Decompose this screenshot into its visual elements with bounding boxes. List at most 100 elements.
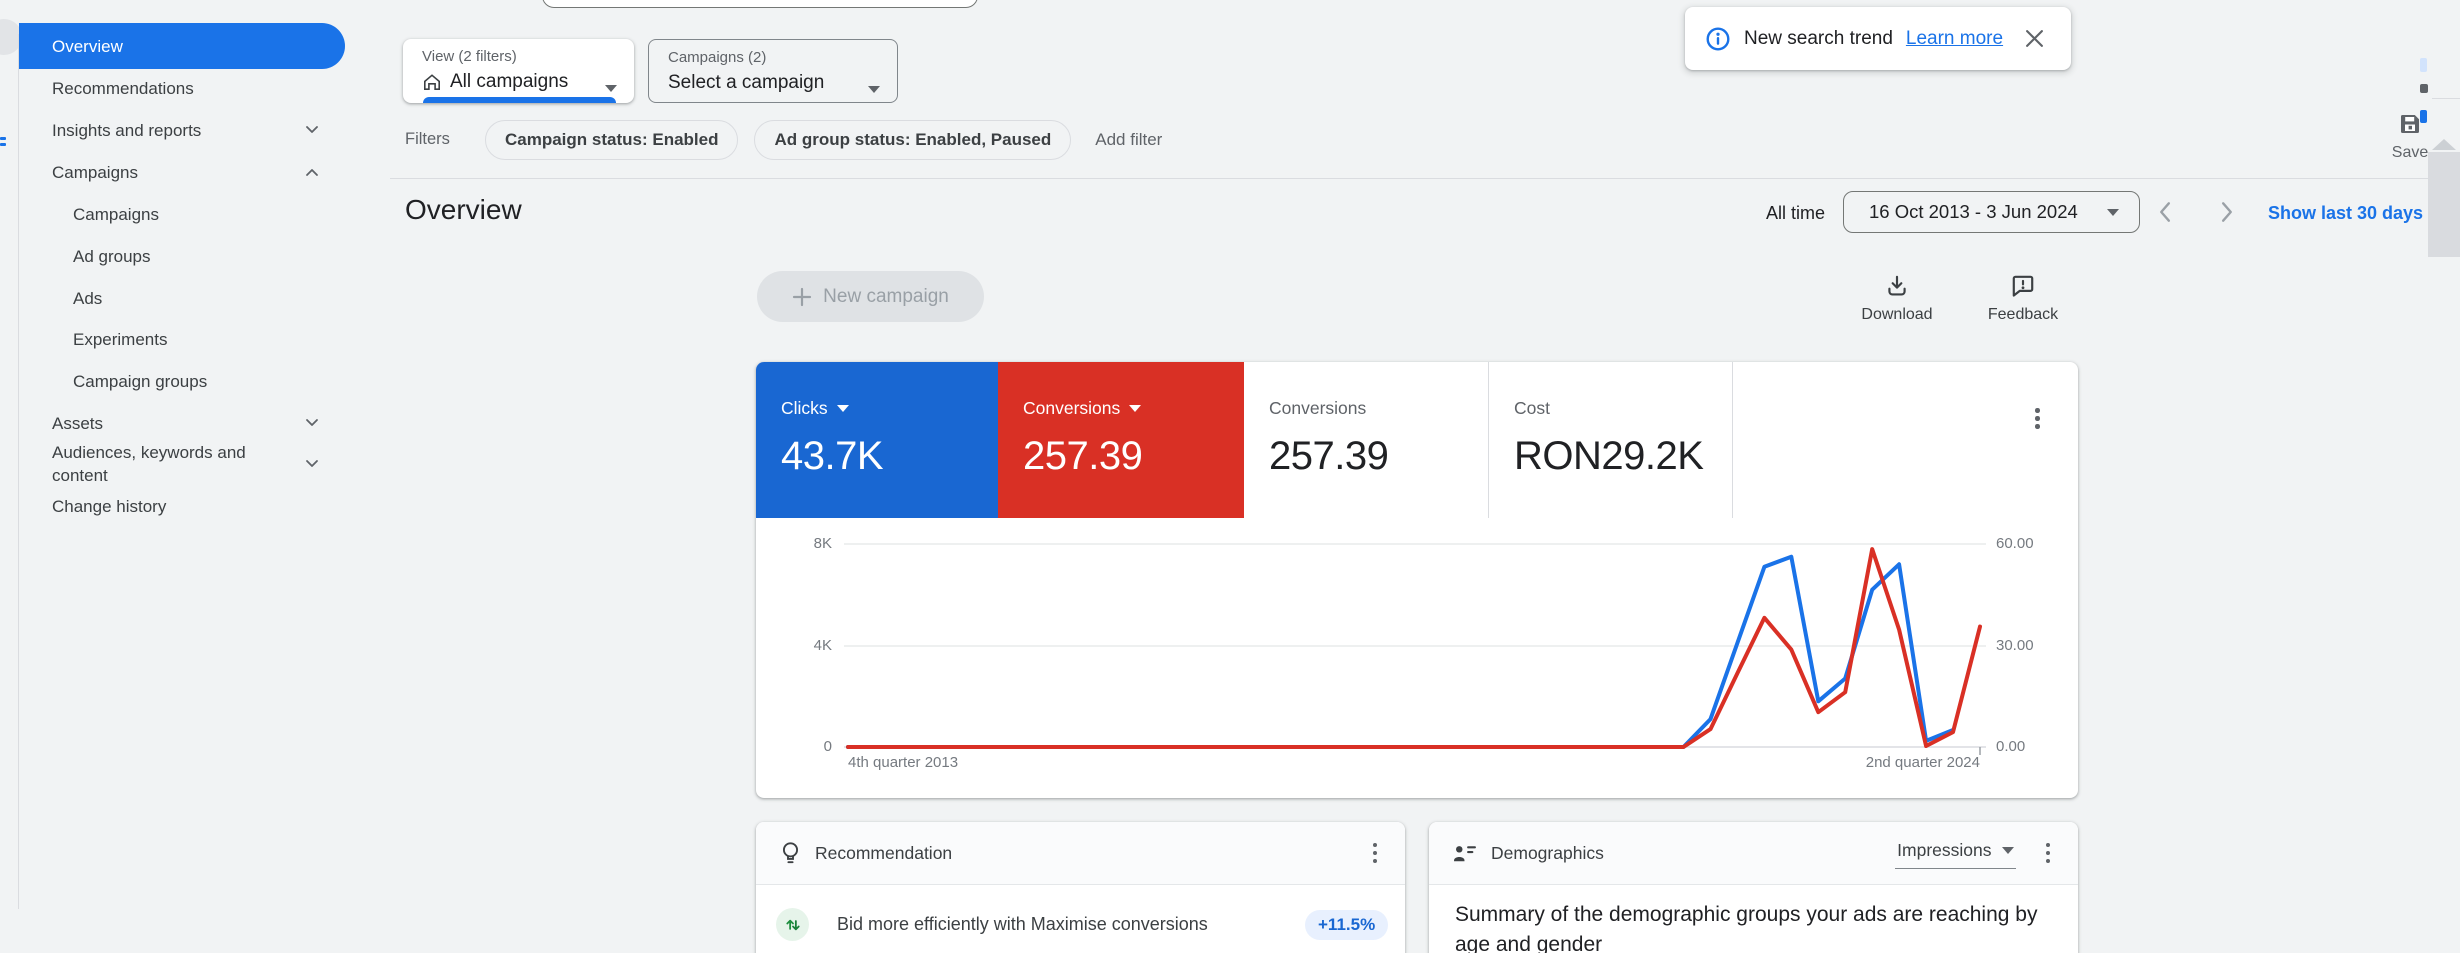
date-range-selector[interactable]: 16 Oct 2013 - 3 Jun 2024 (1843, 191, 2140, 233)
y2-axis-tick: 30.00 (1996, 637, 2034, 654)
save-label: Save (2391, 144, 2429, 161)
x-axis-start-label: 4th quarter 2013 (848, 754, 959, 771)
sidebar-item-insights-and-reports[interactable]: Insights and reports (19, 109, 379, 151)
scorecard-clicks[interactable]: Clicks 43.7K (756, 362, 998, 518)
uplift-badge: +11.5% (1305, 910, 1389, 940)
sidebar-item-campaigns-sub[interactable]: Campaigns (19, 193, 379, 235)
caret-down-icon (2001, 847, 2014, 854)
next-period-button[interactable] (2212, 197, 2242, 227)
campaign-selector-dropdown[interactable]: Campaigns (2) Select a campaign (648, 39, 898, 103)
y-axis-tick: 0 (823, 738, 832, 755)
demographics-card: Demographics Impressions Summary of the … (1429, 822, 2078, 953)
add-filter-button[interactable]: Add filter (1095, 130, 1163, 149)
save-button[interactable]: Save (2381, 112, 2439, 162)
scorecard-conversions[interactable]: Conversions 257.39 (1244, 362, 1489, 518)
date-range-value: 16 Oct 2013 - 3 Jun 2024 (1869, 201, 2078, 222)
previous-period-button[interactable] (2149, 197, 2179, 227)
sidebar-item-experiments[interactable]: Experiments (19, 318, 379, 360)
scorecard-label: Cost (1514, 398, 1550, 418)
sidebar-item-overview[interactable]: Overview (19, 23, 345, 69)
clipped-content-fragment (2420, 58, 2427, 72)
new-campaign-button[interactable]: New campaign (757, 271, 984, 322)
kebab-menu[interactable] (2042, 839, 2055, 868)
caret-down-icon (605, 85, 617, 92)
y2-axis-tick: 0.00 (1996, 738, 2026, 755)
chevron-up-icon (305, 168, 319, 177)
recommendation-card-header: Recommendation (756, 822, 1405, 885)
demographics-summary-text: Summary of the demographic groups your a… (1455, 903, 2038, 953)
filter-chip[interactable]: Ad group status: Enabled, Paused (754, 120, 1072, 160)
learn-more-link[interactable]: Learn more (1905, 27, 2004, 49)
feedback-button[interactable]: Feedback (1988, 273, 2058, 324)
scorecard-value: 257.39 (1269, 434, 1389, 478)
sidebar-divider (18, 34, 19, 909)
scorecard-cost[interactable]: Cost RON29.2K (1489, 362, 1733, 518)
active-indicator (423, 97, 616, 103)
panel-divider-fragment (2432, 98, 2460, 99)
download-label: Download (1861, 306, 1933, 323)
search-input[interactable] (542, 0, 978, 8)
view-filter-value: All campaigns (450, 71, 569, 92)
filters-label: Filters (405, 130, 450, 148)
feedback-label: Feedback (1987, 306, 2059, 323)
sidebar-item-audiences-keywords-content[interactable]: Audiences, keywords and content (19, 440, 379, 488)
performance-trend-chart: 8K 4K 0 60.00 30.00 0.00 4th quarter 201… (756, 530, 2078, 798)
scorecard-conversions[interactable]: Conversions 257.39 (998, 362, 1244, 518)
page-title: Overview (405, 194, 522, 225)
sidebar-item-label: Audiences, keywords and content (52, 443, 246, 485)
scorecard-label: Conversions (1269, 398, 1367, 418)
chevron-down-icon (305, 126, 319, 135)
date-range-label: All time (1766, 203, 1826, 223)
scrollbar-up-arrow[interactable] (2432, 139, 2456, 150)
sidebar-item-ads[interactable]: Ads (19, 277, 379, 319)
recommendation-card: Recommendation Bid more efficiently with… (756, 822, 1405, 953)
sidebar-item-label: Ad groups (73, 246, 151, 266)
feedback-icon (2010, 273, 2036, 299)
sidebar-item-label: Campaigns (73, 204, 159, 224)
view-filter-dropdown[interactable]: View (2 filters) All campaigns (403, 39, 634, 103)
demographics-card-header: Demographics Impressions (1429, 822, 2078, 885)
scorecard-value: 43.7K (781, 434, 884, 478)
filter-chip[interactable]: Campaign status: Enabled (485, 120, 739, 160)
close-icon[interactable] (2025, 29, 2044, 48)
sidebar-item-label: Insights and reports (52, 120, 202, 140)
sidebar-item-label: Campaign groups (73, 371, 208, 391)
lightbulb-icon (780, 841, 801, 865)
view-filter-label: View (2 filters) (422, 48, 517, 65)
sidebar-item-label: Campaigns (52, 162, 138, 182)
sidebar-item-recommendations[interactable]: Recommendations (19, 67, 379, 109)
campaign-selector-value: Select a campaign (668, 72, 825, 93)
download-icon (1884, 273, 1910, 299)
y2-axis-tick: 60.00 (1996, 535, 2034, 552)
scorecard-label[interactable]: Conversions (1023, 398, 1142, 419)
kebab-menu[interactable] (2031, 404, 2044, 433)
y-axis-tick: 4K (813, 637, 832, 654)
sidebar-item-change-history[interactable]: Change history (19, 485, 379, 527)
filter-chips-row: Campaign status: Enabled Ad group status:… (485, 120, 1162, 160)
scorecard-value: RON29.2K (1514, 434, 1704, 478)
clipped-avatar-fragment (0, 19, 22, 55)
metric-selector-dropdown[interactable]: Impressions (1895, 837, 2016, 869)
caret-down-icon (836, 405, 849, 412)
notification-toast: New search trend Learn more (1685, 7, 2071, 70)
sidebar-item-assets[interactable]: Assets (19, 402, 379, 444)
conversions-line-series (846, 547, 1982, 749)
sidebar-item-campaigns[interactable]: Campaigns (19, 151, 379, 193)
scorecard-label[interactable]: Clicks (781, 398, 849, 419)
plus-icon (792, 287, 812, 307)
recommendation-item[interactable]: Bid more efficiently with Maximise conve… (776, 908, 1208, 941)
download-button[interactable]: Download (1861, 273, 1933, 324)
sidebar-item-label: Assets (52, 413, 104, 433)
home-icon (422, 72, 442, 92)
sidebar-item-ad-groups[interactable]: Ad groups (19, 235, 379, 277)
performance-summary-card: Clicks 43.7K Conversions 257.39 Conversions 2… (756, 362, 2078, 798)
sidebar-item-campaign-groups[interactable]: Campaign groups (19, 360, 379, 402)
scrollbar-thumb[interactable] (2428, 152, 2460, 257)
bid-adjust-icon (776, 908, 809, 941)
show-last-30-days-link[interactable]: Show last 30 days (2268, 203, 2424, 223)
demographics-icon (1453, 844, 1477, 863)
clipped-rail-icon (0, 137, 6, 140)
demographics-card-title: Demographics (1491, 842, 1604, 863)
kebab-menu[interactable] (1369, 839, 1382, 868)
clipped-rail-icon (0, 143, 6, 146)
